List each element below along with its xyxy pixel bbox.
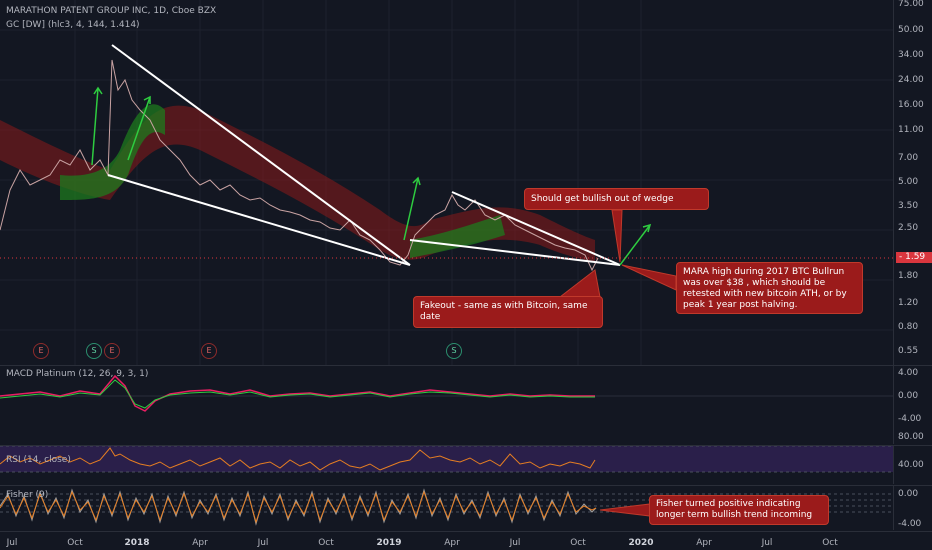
rsi-tick: 40.00 <box>898 460 924 470</box>
price-tick: 1.80 <box>898 271 919 281</box>
event-split-1[interactable]: S <box>86 343 102 359</box>
price-tick: 16.00 <box>898 100 924 110</box>
note-fisher: Fisher turned positive indicating longer… <box>649 495 829 525</box>
price-tick: 50.00 <box>898 25 924 35</box>
gc-band-red <box>0 105 595 262</box>
macd-legend: MACD Platinum (12, 26, 9, 3, 1) <box>6 369 149 379</box>
wedge-lower-1 <box>107 174 411 266</box>
time-tick: Jul <box>257 538 269 548</box>
fisher-tick: 0.00 <box>898 489 919 499</box>
price-tick: 2.50 <box>898 223 919 233</box>
price-tick: 1.20 <box>898 298 919 308</box>
macd-axis[interactable]: 4.00 0.00 -4.00 <box>893 366 932 444</box>
time-tick: Apr <box>444 538 460 548</box>
current-price-tag: - 1.59 <box>896 252 932 263</box>
gc-band-green-2 <box>410 215 505 258</box>
macd-pane[interactable]: MACD Platinum (12, 26, 9, 3, 1) <box>0 366 893 444</box>
wedge-upper-1 <box>111 44 411 266</box>
current-price: 1.59 <box>905 252 926 262</box>
time-tick: Jul <box>761 538 773 548</box>
arrow-1 <box>91 87 99 166</box>
note-fakeout: Fakeout - same as with Bitcoin, same dat… <box>413 296 603 328</box>
time-tick: Oct <box>570 538 586 548</box>
time-tick: 2020 <box>628 538 654 548</box>
time-tick: Jul <box>509 538 521 548</box>
price-axis[interactable]: 75.00 50.00 34.00 24.00 16.00 11.00 7.00… <box>893 0 932 365</box>
time-tick: Oct <box>67 538 83 548</box>
wedge-lower-2 <box>409 239 621 266</box>
note-wedge: Should get bullish out of wedge <box>524 188 709 210</box>
rsi-legend: RSI (14, close) <box>6 455 71 465</box>
time-axis-border <box>0 531 932 532</box>
pane-divider[interactable] <box>0 485 932 486</box>
price-tick: 0.55 <box>898 346 919 356</box>
chart-title: MARATHON PATENT GROUP INC, 1D, Cboe BZX <box>6 6 217 16</box>
wedge-upper-2 <box>451 191 621 266</box>
time-tick: Oct <box>318 538 334 548</box>
price-tick: 34.00 <box>898 50 924 60</box>
time-tick: 2018 <box>124 538 150 548</box>
price-tick: 3.50 <box>898 201 919 211</box>
event-earnings-3[interactable]: E <box>201 343 217 359</box>
macd-tick: 4.00 <box>898 368 919 378</box>
rsi-pane[interactable]: RSI (14, close) <box>0 446 893 484</box>
event-earnings-2[interactable]: E <box>104 343 120 359</box>
time-tick: Apr <box>192 538 208 548</box>
price-tick: 75.00 <box>898 0 924 9</box>
price-tick: 5.00 <box>898 177 919 187</box>
price-tick: 11.00 <box>898 125 924 135</box>
price-tick: 0.80 <box>898 322 919 332</box>
price-tick: 7.00 <box>898 153 919 163</box>
arrow-3 <box>403 177 419 241</box>
pane-divider[interactable] <box>0 365 932 366</box>
time-tick: 2019 <box>376 538 402 548</box>
indicator-legend: GC [DW] (hlc3, 4, 144, 1.414) <box>6 20 140 30</box>
fisher-pane[interactable]: Fisher (9) Fisher turned positive indica… <box>0 486 893 530</box>
fisher-axis[interactable]: 0.00 -4.00 <box>893 486 932 530</box>
price-line <box>0 59 599 272</box>
rsi-axis[interactable]: 80.00 40.00 <box>893 432 932 484</box>
time-tick: Apr <box>696 538 712 548</box>
price-pane[interactable]: MARATHON PATENT GROUP INC, 1D, Cboe BZX … <box>0 0 893 365</box>
event-split-2[interactable]: S <box>446 343 462 359</box>
fisher-legend: Fisher (9) <box>6 490 49 500</box>
macd-tick: 0.00 <box>898 391 919 401</box>
note-mara: MARA high during 2017 BTC Bullrun was ov… <box>676 262 863 314</box>
rsi-tick: 80.00 <box>898 432 924 442</box>
arrow-2 <box>127 96 151 161</box>
price-tick: 24.00 <box>898 75 924 85</box>
pane-divider[interactable] <box>0 445 932 446</box>
event-earnings-1[interactable]: E <box>33 343 49 359</box>
fisher-tick: -4.00 <box>898 519 922 529</box>
arrow-4 <box>619 224 651 266</box>
time-tick: Jul <box>6 538 18 548</box>
time-tick: Oct <box>822 538 838 548</box>
macd-tick: -4.00 <box>898 414 922 424</box>
